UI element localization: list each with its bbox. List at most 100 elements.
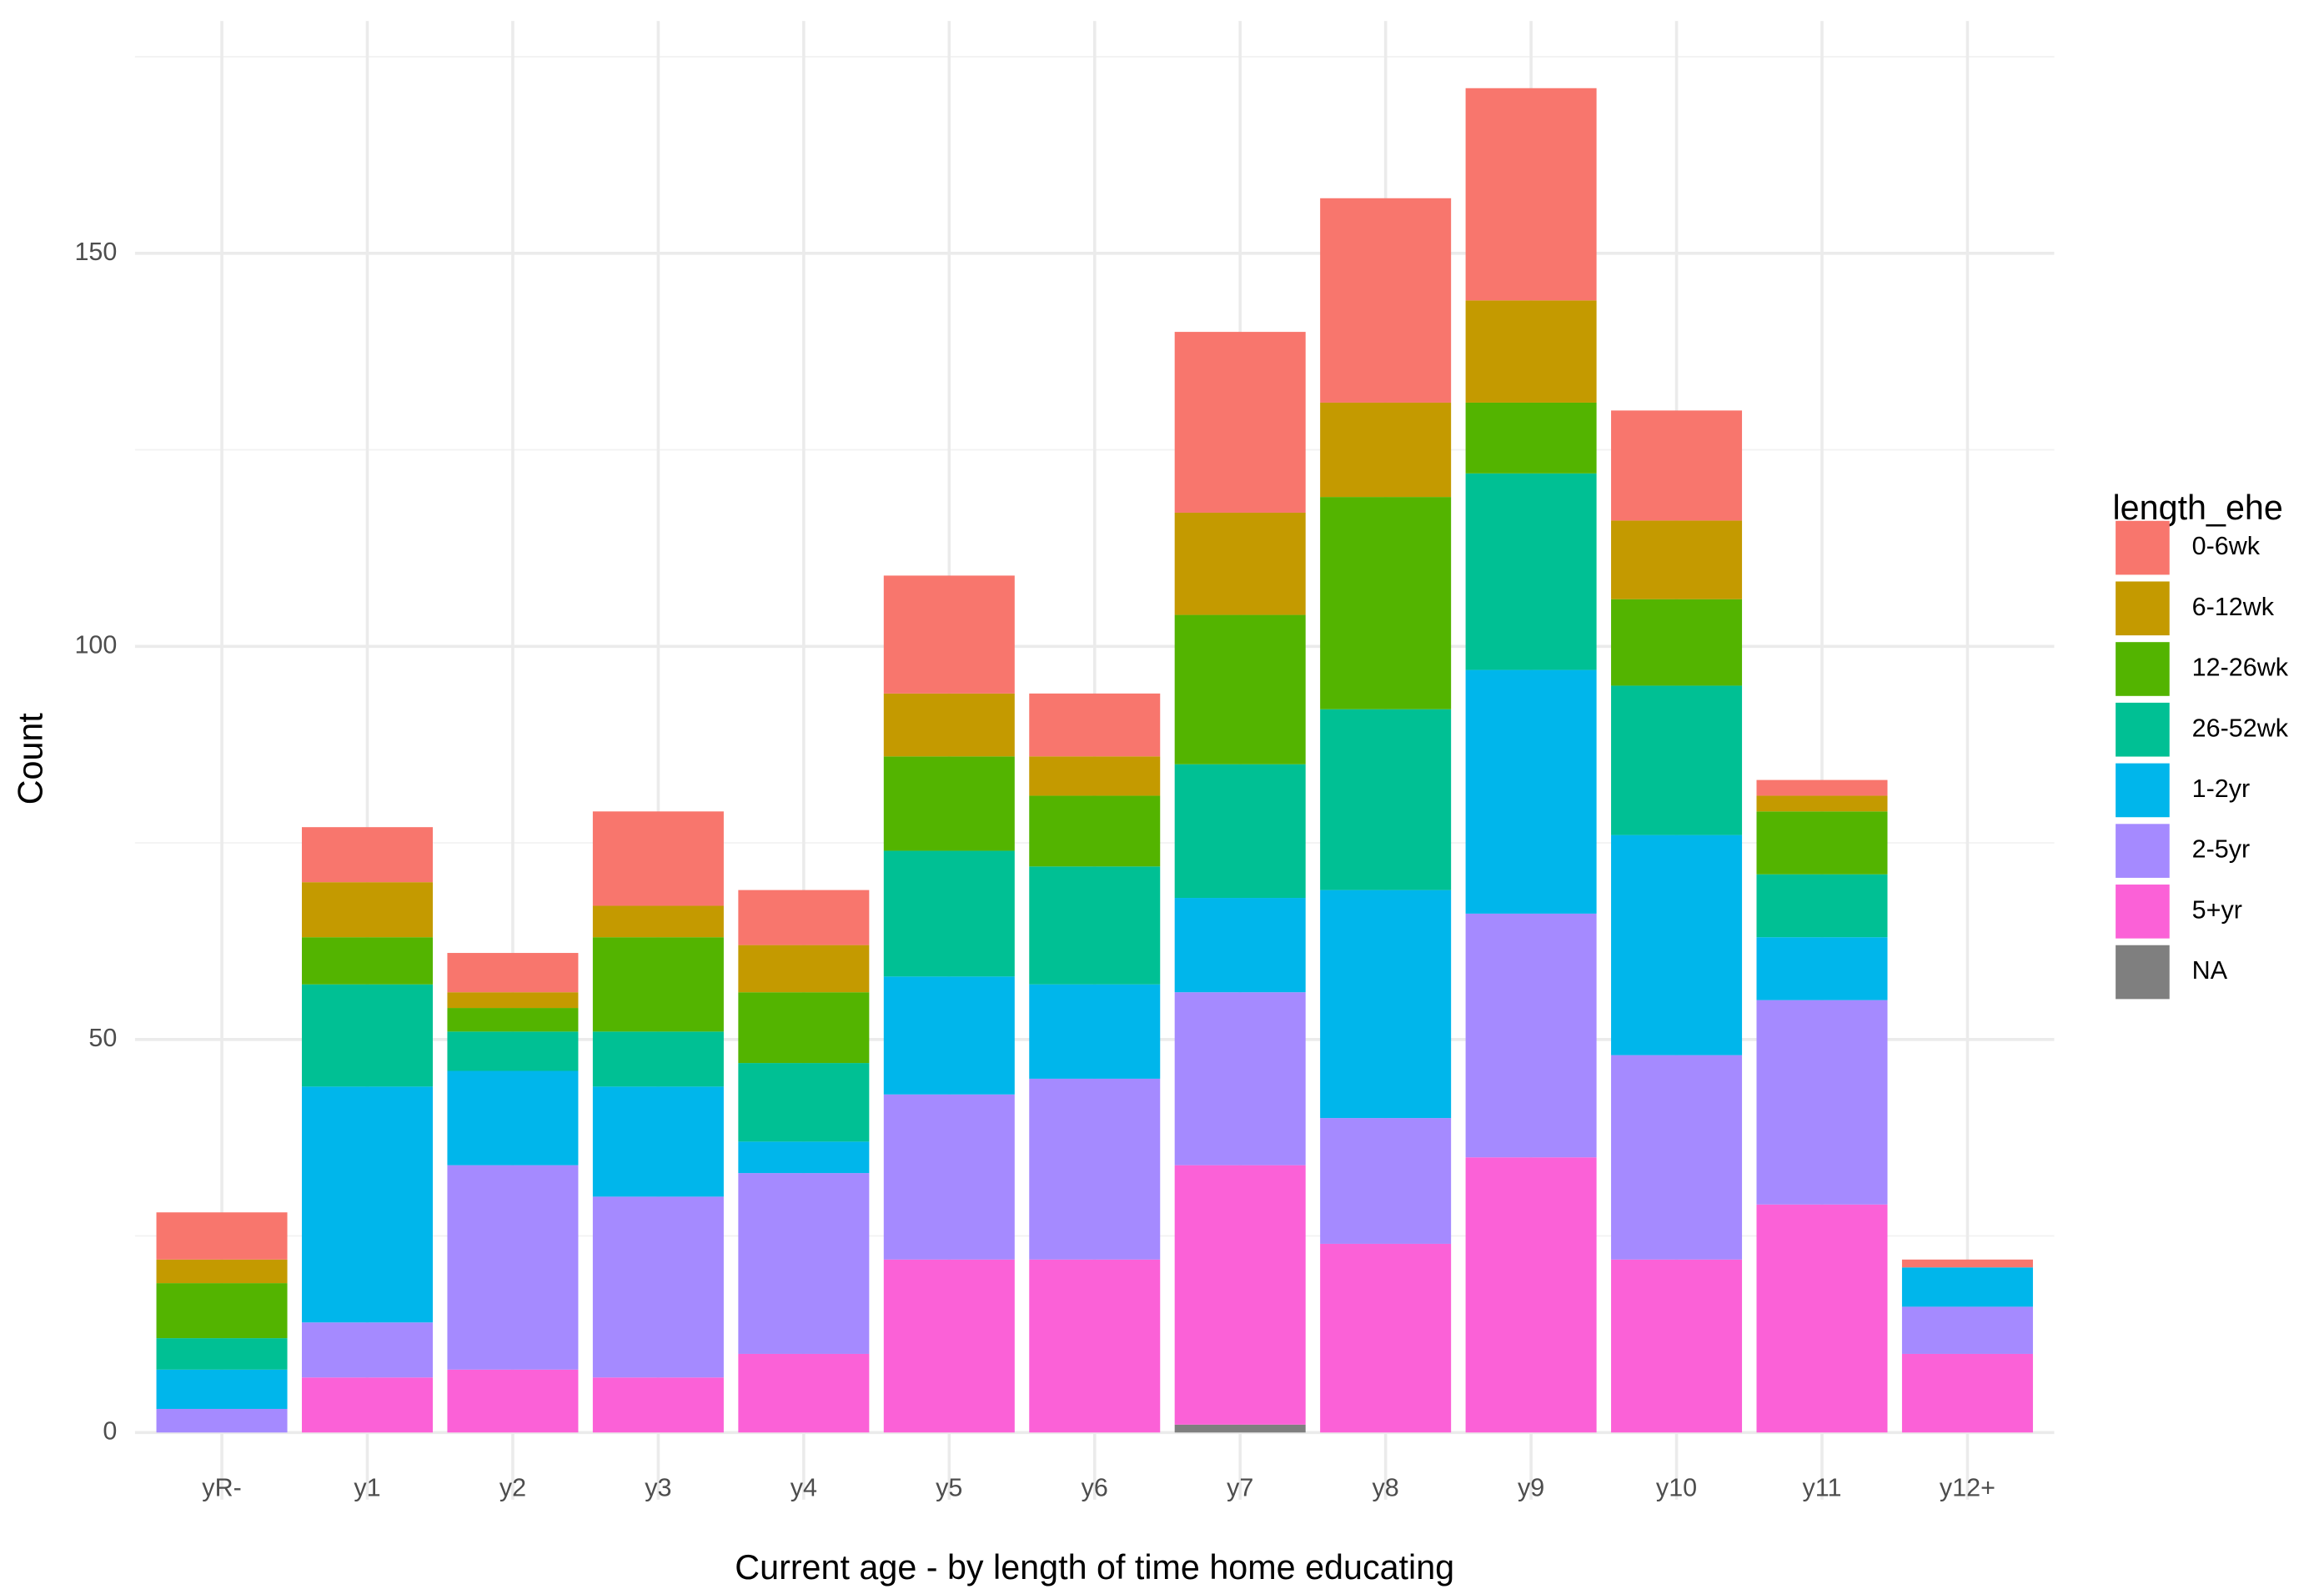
bar-segment [592, 1086, 724, 1197]
bar-segment [156, 1212, 288, 1260]
bar-segment [1901, 1353, 2033, 1433]
bar-segment [447, 1369, 579, 1433]
bar-segment [447, 1070, 579, 1165]
bar-segment [1029, 866, 1161, 985]
bar-segment [738, 1353, 870, 1433]
x-tick-label: y4 [791, 1473, 817, 1501]
bar-segment [1465, 88, 1597, 301]
bar-segment [1465, 913, 1597, 1158]
y-tick-label: 150 [74, 238, 117, 266]
y-axis-title: Count [12, 713, 50, 805]
bar-segment [1320, 1243, 1452, 1433]
bar-segment [1174, 614, 1306, 764]
bar-segment [1465, 1157, 1597, 1433]
bar-segment [156, 1369, 288, 1409]
bar-segment [1029, 1078, 1161, 1260]
bar-segment [447, 1031, 579, 1071]
bar-segment [883, 693, 1015, 757]
y-tick-label: 0 [103, 1416, 117, 1445]
legend-key [2116, 642, 2170, 696]
bar-segment [883, 976, 1015, 1095]
x-tick-label: y7 [1227, 1473, 1253, 1501]
bars [156, 88, 2033, 1433]
bar-segment [1465, 473, 1597, 670]
bar-segment [301, 882, 434, 938]
legend-label: 26-52wk [2192, 714, 2289, 742]
legend-label: 12-26wk [2192, 654, 2289, 682]
bar-segment [1901, 1259, 2033, 1268]
legend-key [2116, 520, 2170, 575]
x-tick-label: y8 [1373, 1473, 1399, 1501]
legend-title: length_ehe [2113, 489, 2283, 527]
bar-segment [1320, 497, 1452, 709]
bar-segment [156, 1259, 288, 1284]
bar-segment [1756, 937, 1888, 1000]
x-tick-label: y1 [354, 1473, 380, 1501]
bar-segment [883, 850, 1015, 977]
x-tick-label: y9 [1518, 1473, 1544, 1501]
bar-segment [156, 1283, 288, 1339]
bar-segment [1320, 1118, 1452, 1244]
bar-segment [1174, 764, 1306, 899]
bar-segment [447, 1165, 579, 1370]
legend-label: NA [2192, 956, 2228, 985]
bar-segment [1611, 835, 1743, 1055]
legend-label: 1-2yr [2192, 774, 2251, 803]
bar-segment [1320, 709, 1452, 890]
x-tick-label: y11 [1803, 1473, 1842, 1501]
bar-segment [301, 984, 434, 1087]
bar-segment [1320, 198, 1452, 403]
bar-segment [1174, 1424, 1306, 1433]
x-tick-label: y5 [936, 1473, 962, 1501]
x-tick-label: y10 [1656, 1473, 1697, 1501]
y-tick-label: 100 [74, 630, 117, 659]
bar-segment [447, 1008, 579, 1032]
bar-segment [1756, 779, 1888, 796]
bar-segment [301, 937, 434, 985]
legend-label: 2-5yr [2192, 835, 2251, 864]
bar-segment [1756, 1000, 1888, 1205]
bar-segment [1320, 890, 1452, 1119]
legend-key [2116, 581, 2170, 636]
x-tick-label: yR- [202, 1473, 241, 1501]
bar-segment [1029, 795, 1161, 867]
bar-segment [1029, 984, 1161, 1079]
bar-segment [1465, 669, 1597, 914]
bar-segment [592, 1377, 724, 1433]
bar-segment [738, 1141, 870, 1174]
bar-segment [301, 827, 434, 883]
bar-segment [738, 1063, 870, 1142]
bar-segment [1611, 1055, 1743, 1260]
bar-segment [1174, 898, 1306, 993]
bar-segment [447, 992, 579, 1009]
bar-segment [883, 756, 1015, 851]
bar-segment [1611, 520, 1743, 599]
legend-label: 5+yr [2192, 895, 2242, 924]
bar-segment [883, 575, 1015, 694]
x-axis-title: Current age - by length of time home edu… [735, 1548, 1454, 1586]
bar-segment [1174, 992, 1306, 1165]
bar-segment [592, 937, 724, 1032]
bar-segment [1901, 1267, 2033, 1307]
bar-segment [447, 953, 579, 993]
bar-segment [1029, 756, 1161, 796]
bar-segment [1465, 402, 1597, 474]
legend-label: 6-12wk [2192, 593, 2275, 621]
bar-segment [1611, 599, 1743, 686]
legend-key [2116, 824, 2170, 878]
bar-segment [301, 1086, 434, 1323]
legend-key [2116, 945, 2170, 1000]
bar-segment [1756, 795, 1888, 812]
bar-segment [592, 811, 724, 906]
bar-segment [1174, 332, 1306, 513]
bar-segment [883, 1094, 1015, 1260]
x-tick-label: y3 [645, 1473, 671, 1501]
legend-key [2116, 885, 2170, 939]
bar-segment [1029, 1259, 1161, 1433]
bar-segment [301, 1322, 434, 1378]
x-tick-label: y2 [499, 1473, 526, 1501]
bar-segment [301, 1377, 434, 1433]
bar-segment [156, 1338, 288, 1370]
